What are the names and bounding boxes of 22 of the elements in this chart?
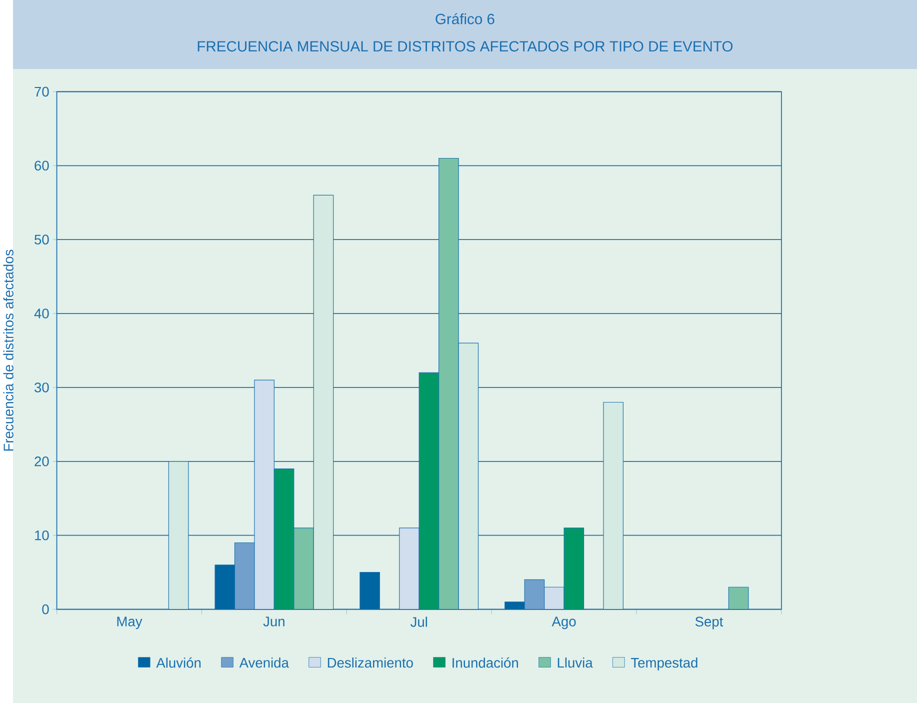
chart-title: Gráfico 6 xyxy=(436,13,494,24)
y-tick-label: 40 xyxy=(34,308,49,318)
y-tick-label: 10 xyxy=(35,530,49,540)
x-tick-label: Sept xyxy=(695,616,724,630)
legend-label: Lluvia xyxy=(558,658,593,668)
y-axis-title: Frecuencia de distritos afectados xyxy=(3,250,14,451)
legend-label: Avenida xyxy=(239,658,289,668)
y-tick-label: 50 xyxy=(34,234,49,244)
y-tick-label: 0 xyxy=(42,604,49,614)
y-tick-label: 20 xyxy=(34,456,49,466)
y-tick-label: 70 xyxy=(34,86,49,97)
chart-subtitle: FRECUENCIA MENSUAL DE DISTRITOS AFECTADOS POR TIPO DE EVENTO xyxy=(198,41,733,52)
x-tick-label: Jun xyxy=(263,616,284,626)
x-tick-label: May xyxy=(117,616,142,630)
legend-label: Aluvión xyxy=(156,657,201,668)
y-tick-label: 60 xyxy=(34,160,49,171)
legend-label: Inundación xyxy=(452,657,518,668)
y-tick-label: 30 xyxy=(34,382,49,392)
legend-label: Tempestad xyxy=(630,658,698,670)
x-tick-label: Ago xyxy=(552,616,576,630)
legend-label: Deslizamiento xyxy=(328,658,413,668)
x-tick-label: Jul xyxy=(410,616,428,627)
